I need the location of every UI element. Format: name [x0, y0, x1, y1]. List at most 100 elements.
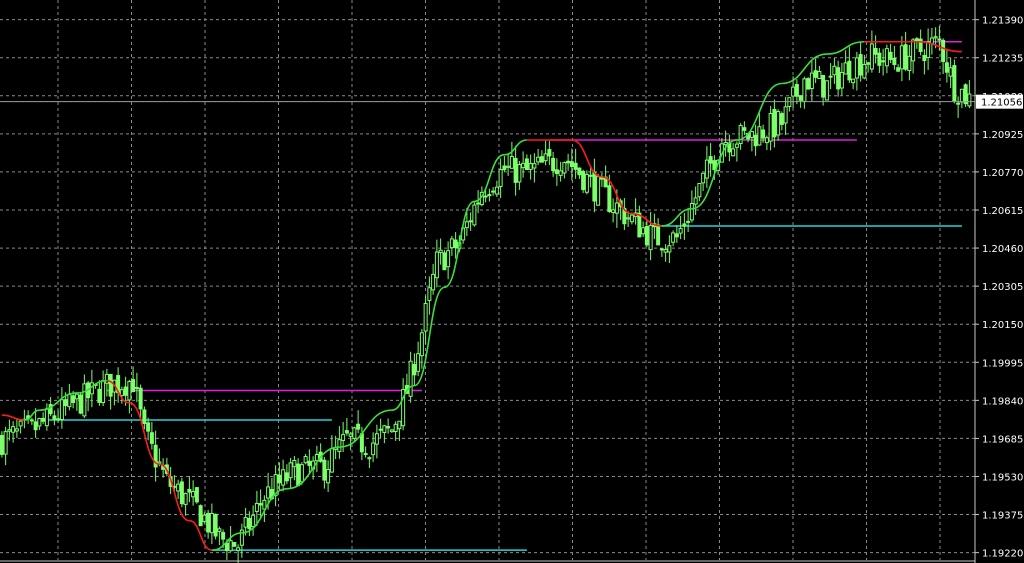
candle-body	[123, 386, 128, 396]
candle-body	[224, 542, 229, 552]
candle-body	[157, 461, 162, 464]
candle-body	[877, 52, 882, 66]
candle-body	[937, 38, 942, 41]
candle-body	[498, 169, 503, 187]
candle-body	[401, 388, 406, 427]
candle-body	[367, 457, 372, 460]
candle-body	[14, 428, 19, 432]
candle-body	[509, 156, 514, 169]
candle-body	[772, 108, 777, 138]
candle-body	[194, 487, 199, 503]
candle-body	[944, 62, 949, 73]
moving-average-segment	[76, 379, 107, 394]
moving-average-segment	[106, 379, 130, 404]
candle-body	[667, 245, 672, 253]
candle-body	[581, 170, 586, 191]
candle-body	[371, 442, 376, 456]
candle-body	[659, 248, 664, 251]
candle-body	[71, 395, 76, 403]
candle-body	[929, 37, 934, 45]
candle-body	[146, 422, 151, 432]
candle-body	[393, 423, 398, 433]
candle-body	[847, 60, 852, 81]
candle-body	[708, 156, 713, 164]
candle-body	[952, 65, 957, 102]
candle-body	[247, 518, 252, 530]
candle-body	[179, 481, 184, 505]
candle-body	[18, 420, 23, 427]
candle-body	[626, 217, 631, 220]
candle-body	[352, 427, 357, 439]
candle-body	[644, 225, 649, 246]
price-tick-label: 1.20305	[982, 282, 1023, 293]
candle-body	[131, 379, 136, 393]
moving-average-segment	[736, 82, 782, 141]
candle-body	[37, 418, 42, 427]
candle-body	[397, 420, 402, 430]
candle-body	[59, 399, 64, 420]
candle-body	[329, 447, 334, 473]
moving-average-segment	[339, 409, 392, 448]
candle-body	[378, 428, 383, 431]
candle-body	[408, 360, 413, 397]
candle-body	[731, 148, 736, 157]
candle-body	[637, 212, 642, 238]
price-tick-label: 1.19530	[982, 472, 1023, 483]
candle-body	[209, 513, 214, 534]
candle-body	[573, 162, 578, 170]
candle-body	[506, 165, 511, 168]
candle-body	[562, 162, 567, 174]
price-tick-label: 1.19220	[982, 549, 1023, 560]
candle-body	[7, 429, 12, 432]
candle-body	[187, 489, 192, 493]
candle-body	[536, 156, 541, 163]
candle-body	[513, 157, 518, 183]
price-tick-label: 1.19995	[982, 358, 1023, 369]
candle-body	[776, 110, 781, 136]
candle-body	[783, 106, 788, 124]
candle-body	[363, 453, 368, 456]
candle-body	[108, 373, 113, 397]
candle-body	[476, 202, 481, 205]
candle-body	[824, 80, 829, 101]
candle-body	[251, 514, 256, 528]
candle-body	[813, 70, 818, 78]
moving-average-segment	[211, 532, 242, 551]
candle-body	[592, 171, 597, 202]
moving-average	[1, 40, 962, 551]
candle-body	[127, 380, 132, 401]
candle-body	[821, 74, 826, 98]
candle-body	[809, 72, 814, 89]
candle-body	[753, 134, 758, 147]
candle-body	[281, 469, 286, 486]
candle-body	[56, 418, 61, 421]
candle-body	[738, 125, 743, 145]
candle-body	[963, 84, 968, 105]
candle-body	[348, 433, 353, 437]
candle-body	[183, 493, 188, 505]
candle-body	[74, 393, 79, 400]
candle-body	[29, 419, 34, 422]
candle-body	[97, 388, 102, 403]
candle-body	[228, 540, 233, 552]
candle-body	[873, 48, 878, 55]
price-tick-label: 1.20615	[982, 206, 1023, 217]
current-price-badge: 1.21056	[976, 94, 1023, 109]
candle-body	[899, 45, 904, 70]
candle-body	[104, 373, 109, 384]
candle-body	[693, 197, 698, 205]
candle-body	[854, 57, 859, 79]
candle-body	[641, 227, 646, 235]
candle-body	[521, 162, 526, 169]
candle-body	[768, 113, 773, 142]
moving-average-segment	[474, 153, 505, 203]
candle-body	[374, 433, 379, 445]
candle-body	[791, 86, 796, 97]
candle-body	[607, 185, 612, 213]
candle-body	[11, 426, 16, 433]
candle-body	[933, 36, 938, 39]
price-tick-label: 1.20460	[982, 244, 1023, 255]
